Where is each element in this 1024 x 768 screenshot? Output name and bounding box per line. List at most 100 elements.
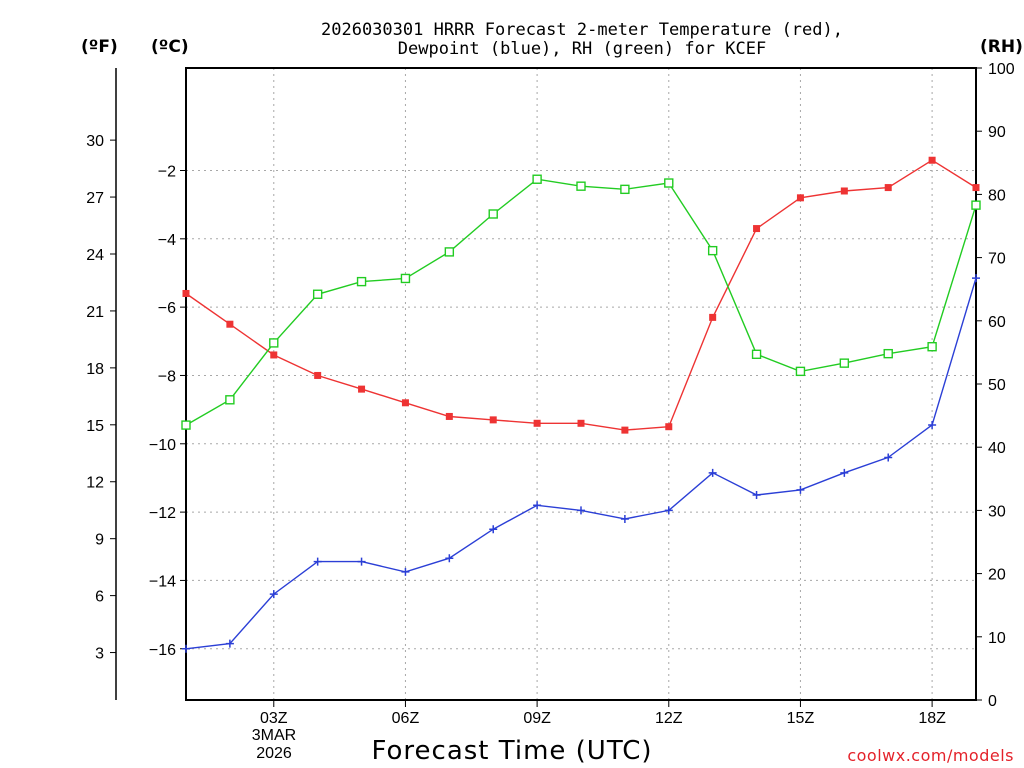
fahrenheit-tick-label: 6: [95, 589, 104, 606]
dewpoint-point: [884, 453, 893, 462]
temperature-point: [709, 313, 717, 321]
dewpoint-point: [401, 567, 410, 576]
rh-point: [839, 358, 850, 368]
rh-point: [356, 276, 367, 287]
rh-point: [620, 184, 630, 195]
rh-point: [532, 174, 542, 184]
temperature-point: [665, 423, 673, 431]
plot-frame: [185, 67, 977, 701]
temperature-point: [796, 194, 804, 202]
fahrenheit-tick-label: 21: [86, 304, 104, 321]
fahrenheit-tick-label: 3: [95, 646, 104, 663]
rh-point: [576, 181, 586, 191]
dewpoint-point: [313, 557, 322, 566]
temperature-point: [972, 184, 980, 192]
dewpoint-point: [796, 485, 805, 494]
dewpoint-point: [357, 557, 366, 566]
credit-link[interactable]: coolwx.com/models: [847, 746, 1014, 765]
dewpoint-point: [928, 420, 937, 429]
rh-tick-label: 50: [988, 377, 1006, 394]
temperature-point: [314, 371, 322, 379]
rh-point: [225, 395, 235, 405]
temperature-point: [533, 419, 541, 427]
dewpoint-point: [577, 506, 585, 515]
dewpoint-point: [445, 554, 454, 563]
fahrenheit-tick-label: 27: [86, 190, 104, 207]
temperature-point: [577, 419, 585, 427]
temperature-point: [358, 385, 366, 393]
temperature-point: [840, 187, 848, 195]
rh-tick-label: 100: [988, 61, 1015, 78]
temperature-point: [928, 156, 936, 164]
temperature-point: [182, 289, 190, 297]
fahrenheit-tick-label: 15: [86, 418, 104, 435]
chart-title-line2: Dewpoint (blue), RH (green) for KCEF: [398, 39, 766, 59]
temperature-point: [445, 412, 453, 420]
x-tick-label: 15Z: [787, 710, 815, 727]
chart-title-line1: 2026030301 HRRR Forecast 2-meter Tempera…: [321, 20, 843, 40]
dewpoint-point: [708, 468, 717, 477]
rh-point: [181, 420, 191, 430]
dewpoint-point: [972, 274, 980, 283]
rh-point: [312, 289, 323, 299]
fahrenheit-tick-label: 18: [86, 361, 104, 378]
celsius-tick-label: −16: [149, 642, 176, 659]
celsius-tick-label: −12: [149, 505, 176, 522]
data-series: [181, 156, 981, 653]
fahrenheit-tick-label: 9: [95, 532, 104, 549]
rh-tick-label: 10: [988, 630, 1006, 647]
rh-tick-label: 20: [988, 567, 1006, 584]
x-tick-label: 06Z: [392, 710, 420, 727]
rh-point: [400, 273, 411, 284]
dewpoint-point: [182, 644, 190, 653]
celsius-tick-label: −6: [158, 300, 176, 317]
x-tick-label: 09Z: [523, 710, 551, 727]
rh-tick-label: 90: [988, 124, 1006, 141]
rh-point: [664, 178, 674, 188]
rh-tick-label: 30: [988, 503, 1006, 520]
temperature-point: [753, 225, 761, 233]
rh-point: [444, 247, 455, 257]
temperature-line: [185, 159, 977, 431]
rh-tick-label: 40: [988, 440, 1006, 457]
rh-point: [707, 245, 718, 256]
axis-ticks: 03Z 06Z 09Z 12Z 15Z 18Z−2−4−6−8−10−12−14−1630…: [86, 61, 1015, 727]
fahrenheit-tick-label: 30: [86, 133, 104, 150]
dewpoint-point: [664, 506, 673, 515]
rh-point: [751, 349, 762, 359]
gridlines: [186, 68, 976, 700]
x-tick-label: 03Z: [260, 710, 288, 727]
x-tick-label: 18Z: [918, 710, 946, 727]
dewpoint-point: [840, 468, 849, 477]
dewpoint-point: [533, 501, 542, 510]
fahrenheit-tick-label: 12: [86, 475, 104, 492]
celsius-tick-label: −2: [158, 163, 176, 180]
temperature-point: [270, 351, 278, 359]
x-axis-title: Forecast Time (UTC): [371, 736, 652, 766]
dewpoint-point: [269, 590, 278, 599]
fahrenheit-unit-label: (ºF): [81, 37, 118, 57]
rh-tick-label: 70: [988, 251, 1006, 268]
date-label-year: 2026: [256, 745, 292, 762]
rh-tick-label: 60: [988, 314, 1006, 331]
celsius-tick-label: −14: [149, 573, 176, 590]
date-label-month: 3MAR: [252, 727, 296, 744]
rh-point: [795, 366, 806, 377]
celsius-tick-label: −4: [158, 232, 176, 249]
temperature-point: [621, 426, 629, 434]
x-tick-label: 12Z: [655, 710, 683, 727]
rh-unit-label: (RH): [980, 37, 1023, 57]
rh-tick-label: 80: [988, 187, 1006, 204]
dewpoint-point: [620, 514, 629, 523]
rh-point: [488, 209, 498, 219]
dewpoint-point: [225, 639, 234, 648]
rh-point: [883, 348, 893, 359]
dewpoint-point: [489, 525, 498, 534]
temperature-point: [226, 320, 234, 328]
rh-tick-label: 0: [988, 693, 997, 710]
fahrenheit-tick-label: 24: [86, 247, 104, 264]
temperature-point: [884, 184, 892, 192]
rh-point: [927, 342, 937, 352]
celsius-tick-label: −8: [158, 368, 176, 385]
dewpoint-line: [185, 277, 977, 650]
